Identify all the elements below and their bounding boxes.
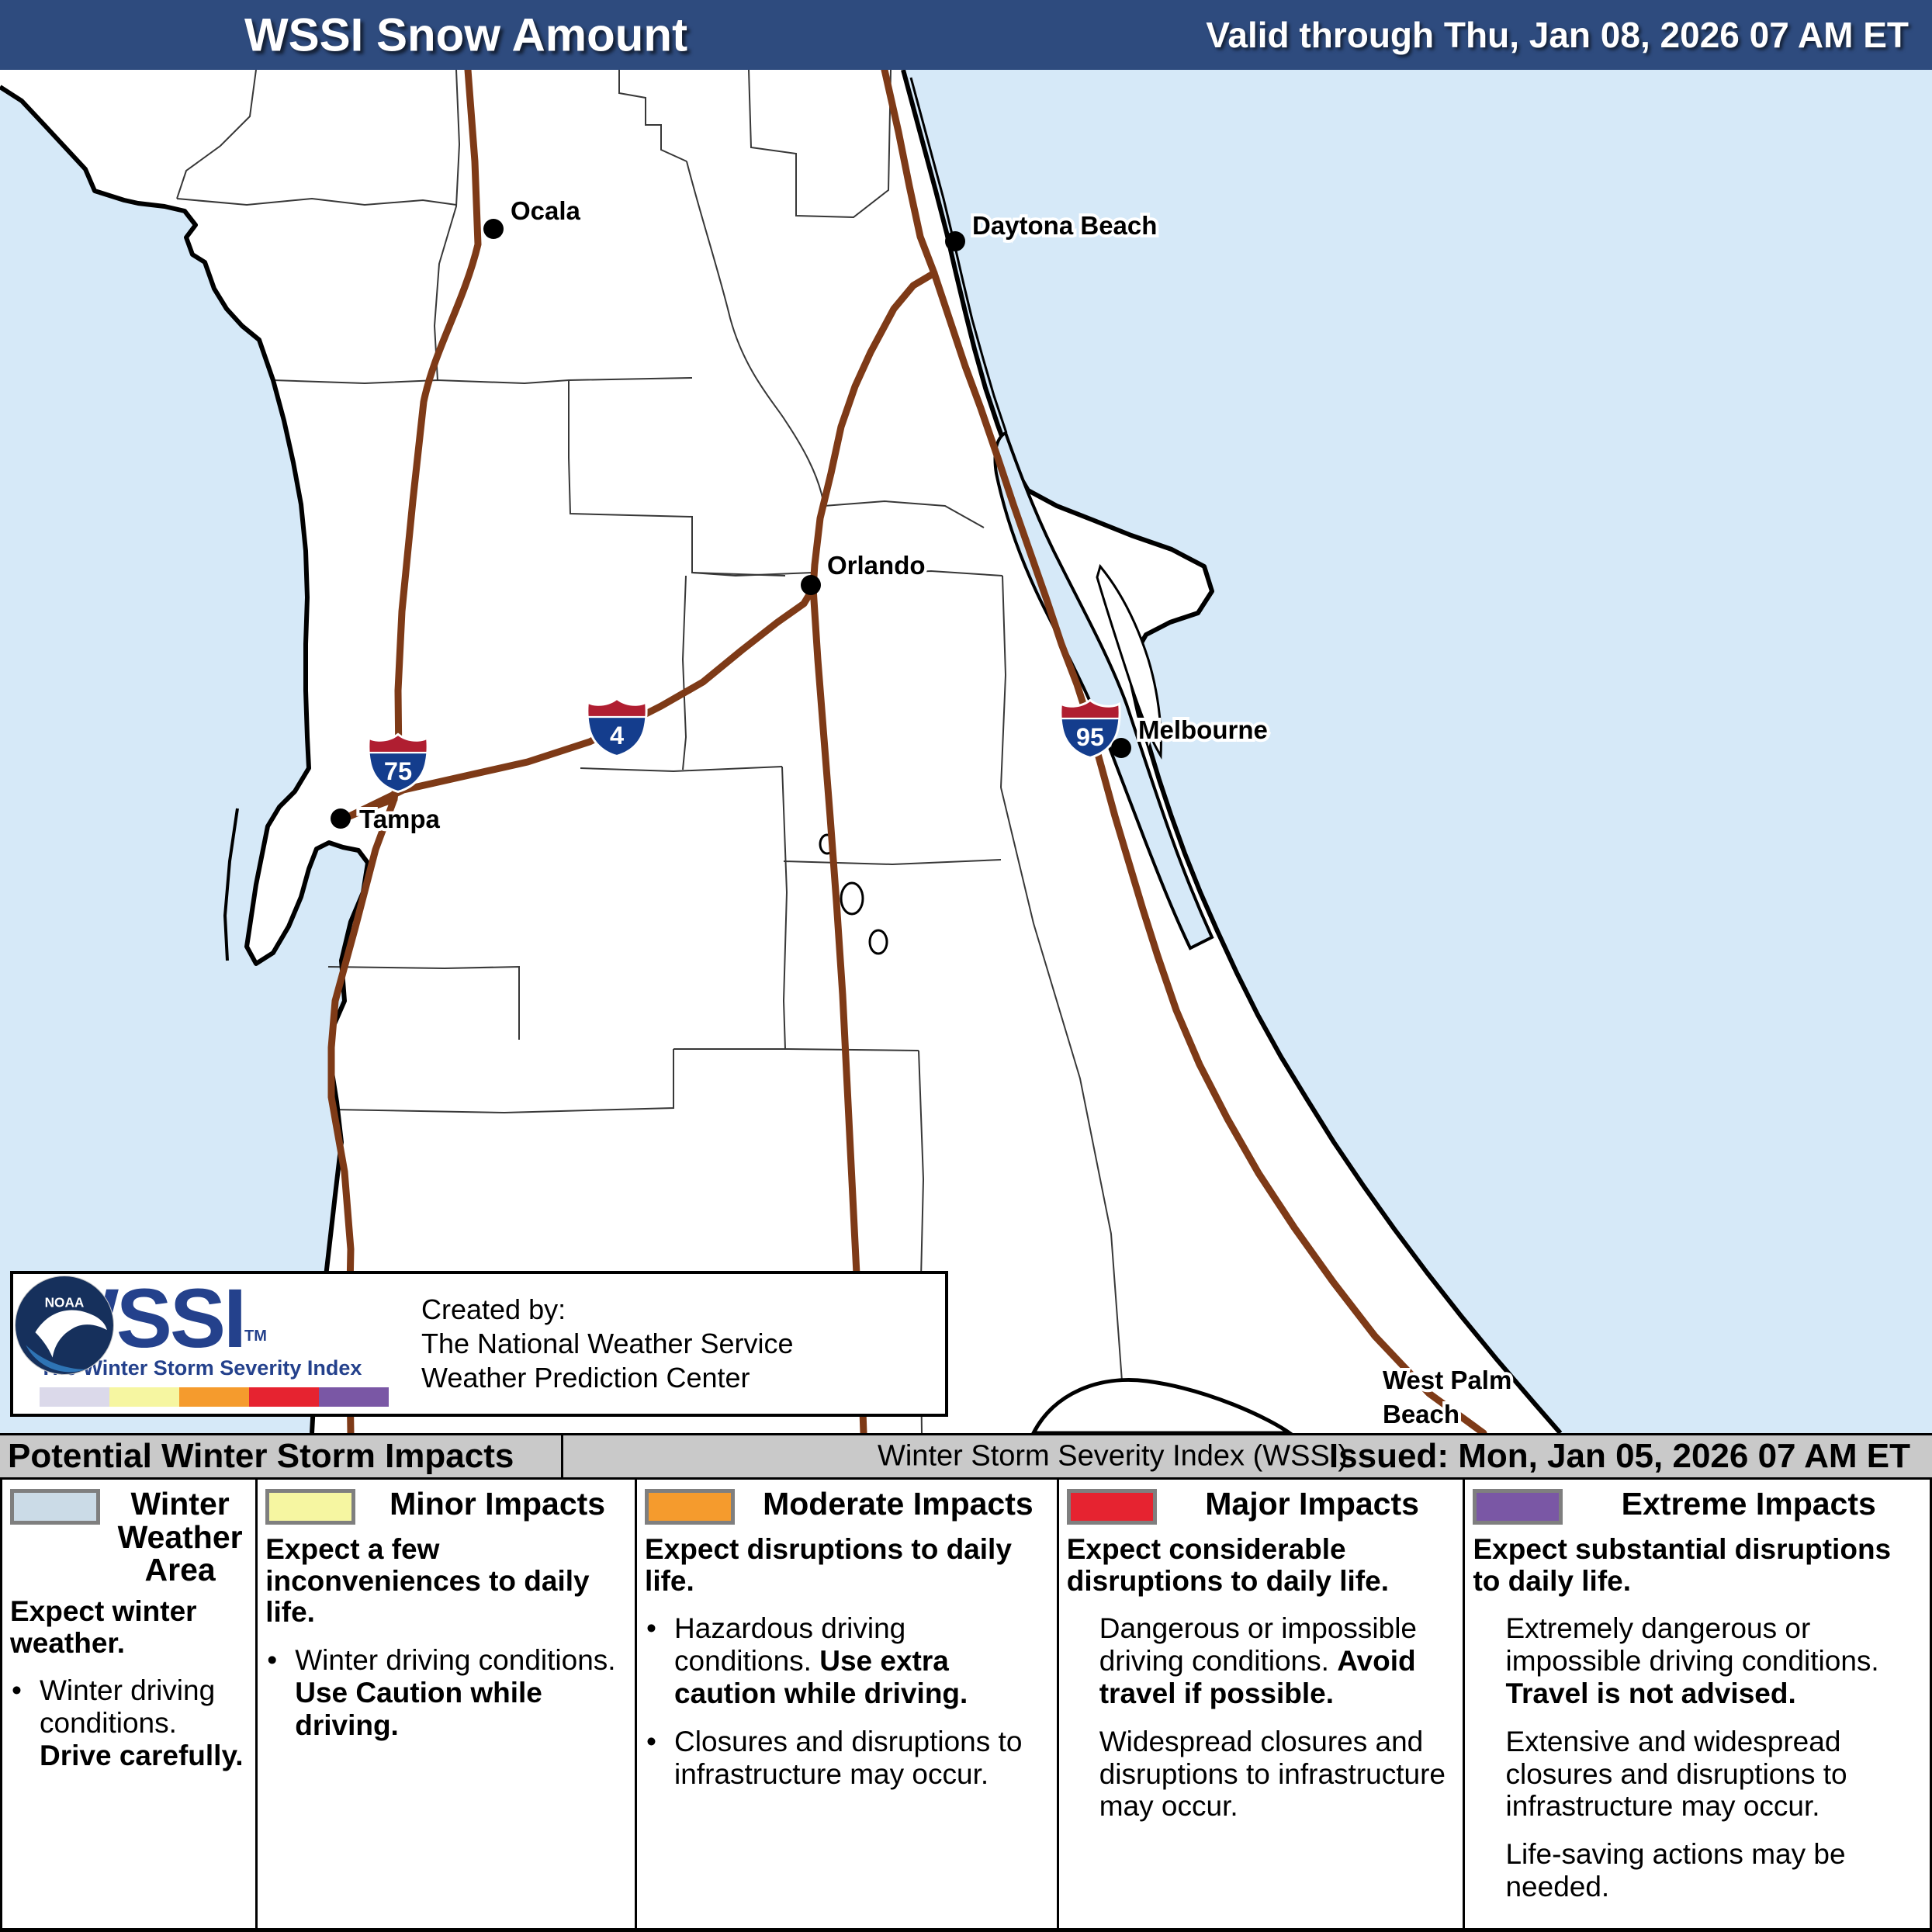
city-dot-orlando (801, 575, 821, 595)
interstate-shield-i4: 4 (588, 698, 646, 756)
city-label-ocala: Ocala (511, 196, 581, 225)
legend-item: Hazardous driving conditions. Use extra … (645, 1612, 1049, 1709)
city-label-west-palm-line1: West Palm (1383, 1366, 1511, 1394)
winter-weather-swatch (10, 1489, 100, 1525)
city-dot-daytona (945, 231, 965, 251)
extreme-impacts-swatch (1473, 1489, 1563, 1525)
city-dot-ocala (483, 219, 504, 239)
header-bar: WSSI Snow Amount Valid through Thu, Jan … (0, 0, 1932, 70)
map-canvas: 75 4 95 Ocala Daytona Beach O (0, 70, 1932, 1433)
trademark-symbol: TM (244, 1327, 267, 1345)
county-borders (176, 70, 1123, 1433)
legend-title: Minor Impacts (390, 1486, 606, 1522)
atlantic-water (903, 70, 1932, 1433)
legend-item: Dangerous or impossible driving conditio… (1099, 1612, 1417, 1709)
major-impacts-swatch (1066, 1489, 1157, 1525)
city-label-orlando: Orlando (827, 551, 926, 580)
intracoastal-waterway (909, 77, 1008, 434)
city-markers (331, 219, 1131, 829)
city-label-tampa: Tampa (359, 805, 441, 833)
legend-item: Winter driving conditions. Use Caution w… (265, 1644, 627, 1741)
scale-swatch-major (249, 1387, 319, 1407)
city-dot-melbourne (1111, 738, 1131, 758)
noaa-logo-icon: NOAA (16, 1276, 113, 1374)
city-labels: Ocala Daytona Beach Orlando Melbourne Ta… (356, 193, 1515, 1432)
page-title: WSSI Snow Amount (244, 9, 688, 61)
legend-column-winter-weather-area: Winter Weather Area Expect winter weathe… (2, 1480, 258, 1928)
created-by-text: Created by: The National Weather Service… (421, 1293, 794, 1394)
wssi-credit-box: WSSITM The Winter Storm Severity Index N (10, 1271, 948, 1417)
valid-through-timestamp: Valid through Thu, Jan 08, 2026 07 AM ET (1206, 15, 1909, 55)
indian-river-lagoon (993, 431, 1214, 950)
interstate-shield-i95: 95 (1061, 700, 1119, 757)
legend-item: Widespread closures and disruptions to i… (1099, 1725, 1446, 1823)
city-dot-tampa (331, 808, 351, 829)
legend-column-extreme-impacts: Extreme Impacts Expect substantial disru… (1465, 1480, 1930, 1928)
lake-okeechobee-edge (1031, 1378, 1293, 1433)
issued-bar: Potential Winter Storm Impacts Winter St… (0, 1433, 1932, 1480)
legend-item: Extensive and widespread closures and di… (1505, 1725, 1847, 1823)
legend-column-major-impacts: Major Impacts Expect considerable disrup… (1059, 1480, 1466, 1928)
legend-column-minor-impacts: Minor Impacts Expect a few inconvenience… (258, 1480, 638, 1928)
legend-item: Closures and disruptions to infrastructu… (645, 1726, 1049, 1791)
legend-title: Major Impacts (1205, 1486, 1419, 1522)
scale-swatch-minor (109, 1387, 179, 1407)
legend-intro: Expect substantial disruptions to daily … (1473, 1533, 1892, 1597)
legend-title: Moderate Impacts (763, 1486, 1034, 1522)
wssi-subtitle: Winter Storm Severity Index (WSSI) (878, 1439, 1349, 1473)
road-i4 (342, 269, 938, 822)
legend-column-moderate-impacts: Moderate Impacts Expect disruptions to d… (637, 1480, 1059, 1928)
svg-text:75: 75 (384, 757, 412, 785)
legend-intro: Expect a few inconveniences to daily lif… (265, 1533, 590, 1629)
legend-item: Extremely dangerous or impossible drivin… (1505, 1612, 1879, 1709)
legend-intro: Expect winter weather. (10, 1594, 197, 1659)
scale-swatch-winter-weather (40, 1387, 109, 1407)
minor-impacts-swatch (265, 1489, 356, 1525)
road-i75 (327, 70, 482, 1433)
legend-intro: Expect considerable disruptions to daily… (1066, 1533, 1389, 1597)
svg-text:95: 95 (1076, 723, 1104, 751)
legend-title: Extreme Impacts (1621, 1486, 1876, 1522)
svg-text:NOAA: NOAA (45, 1295, 85, 1311)
barrier-islands-gulf (223, 808, 239, 961)
issued-timestamp: Issued: Mon, Jan 05, 2026 07 AM ET (1328, 1437, 1910, 1475)
legend-item: Life-saving actions may be needed. (1505, 1838, 1846, 1903)
merritt-island (1096, 563, 1162, 760)
potential-impacts-box: Potential Winter Storm Impacts (0, 1435, 563, 1477)
scale-swatch-moderate (179, 1387, 249, 1407)
gulf-coastline (0, 85, 370, 1433)
city-label-daytona: Daytona Beach (972, 211, 1157, 240)
moderate-impacts-swatch (645, 1489, 736, 1525)
interstate-shield-i75: 75 (369, 734, 427, 791)
gulf-water (0, 87, 368, 1433)
city-label-west-palm-line2: Beach (1383, 1400, 1459, 1428)
severity-color-scale (40, 1387, 389, 1407)
legend-item: Winter driving conditions. Drive careful… (10, 1674, 248, 1771)
city-label-melbourne: Melbourne (1138, 715, 1268, 744)
florida-map: 75 4 95 Ocala Daytona Beach O (0, 70, 1932, 1433)
legend-title: Winter Weather Area (117, 1486, 243, 1588)
legend-intro: Expect disruptions to daily life. (645, 1533, 1012, 1597)
scale-swatch-extreme (319, 1387, 389, 1407)
svg-text:4: 4 (610, 722, 624, 750)
impacts-legend: Winter Weather Area Expect winter weathe… (0, 1480, 1932, 1932)
